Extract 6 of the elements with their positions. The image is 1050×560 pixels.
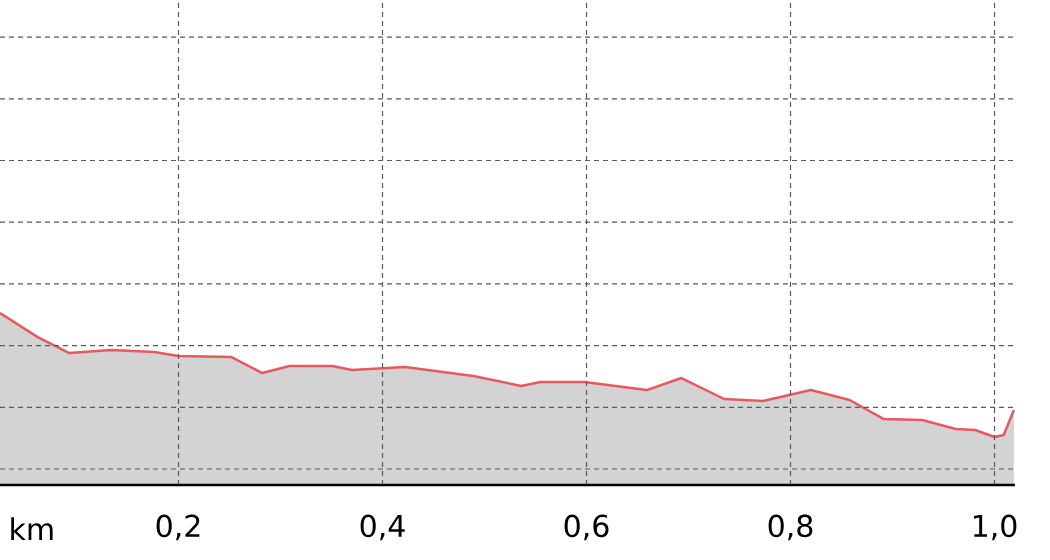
- x-axis-title: km: [11, 517, 53, 540]
- x-tick-label: 0,6: [564, 514, 609, 541]
- x-tick-label: 0,8: [768, 514, 813, 541]
- x-tick-label: 0,4: [360, 514, 405, 541]
- x-tick-label: 1,0: [973, 514, 1017, 541]
- x-tick-label: 0,2: [156, 514, 200, 541]
